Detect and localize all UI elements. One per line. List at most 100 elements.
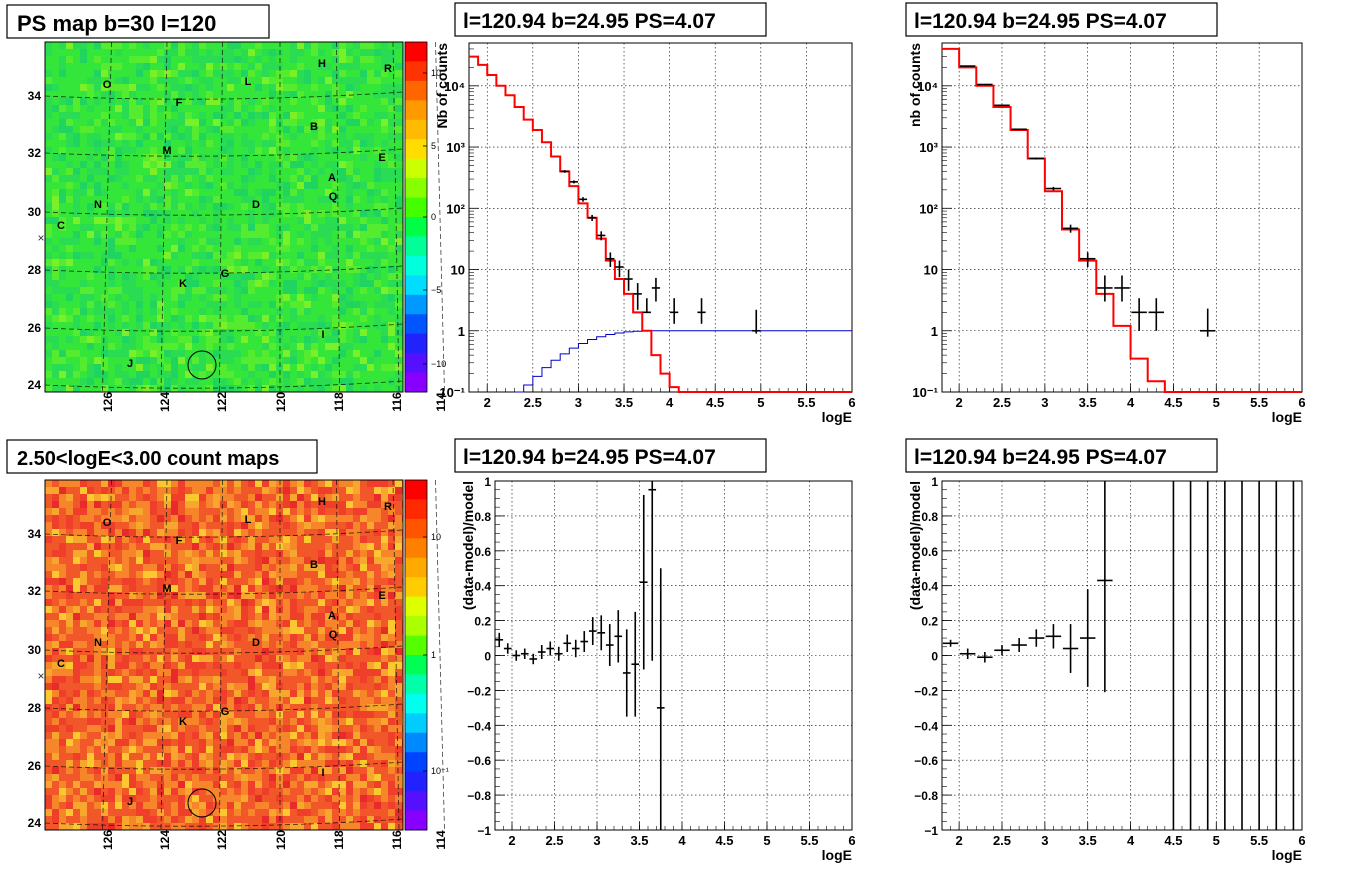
heatmap-cell xyxy=(178,91,185,98)
heatmap-cell xyxy=(325,203,332,210)
heatmap-cell xyxy=(374,648,381,655)
heatmap-cell xyxy=(381,196,388,203)
heatmap-cell xyxy=(374,161,381,168)
heatmap-cell xyxy=(325,620,332,627)
heatmap-cell xyxy=(304,49,311,56)
heatmap-cell xyxy=(283,252,290,259)
heatmap-cell xyxy=(297,364,304,371)
heatmap-cell xyxy=(276,147,283,154)
heatmap-cell xyxy=(360,119,367,126)
heatmap-cell xyxy=(367,196,374,203)
heatmap-cell xyxy=(220,49,227,56)
heatmap-cell xyxy=(143,648,150,655)
heatmap-cell xyxy=(227,203,234,210)
heatmap-cell xyxy=(143,494,150,501)
heatmap-cell xyxy=(143,760,150,767)
heatmap-cell xyxy=(213,168,220,175)
heatmap-cell xyxy=(304,585,311,592)
heatmap-cell xyxy=(192,655,199,662)
heatmap-cell xyxy=(304,105,311,112)
heatmap-cell xyxy=(234,203,241,210)
heatmap-cell xyxy=(290,217,297,224)
heatmap-cell xyxy=(332,508,339,515)
heatmap-cell xyxy=(143,259,150,266)
heatmap-cell xyxy=(339,578,346,585)
heatmap-cell xyxy=(276,620,283,627)
heatmap-cell xyxy=(59,599,66,606)
heatmap-cell xyxy=(234,231,241,238)
heatmap-cell xyxy=(192,683,199,690)
heatmap-cell xyxy=(269,669,276,676)
heatmap-cell xyxy=(360,585,367,592)
heatmap-cell xyxy=(80,683,87,690)
heatmap-cell xyxy=(115,515,122,522)
heatmap-cell xyxy=(227,273,234,280)
heatmap-cell xyxy=(381,529,388,536)
heatmap-cell xyxy=(80,210,87,217)
heatmap-cell xyxy=(346,189,353,196)
heatmap-cell xyxy=(185,487,192,494)
heatmap-cell xyxy=(227,725,234,732)
heatmap-cell xyxy=(367,385,374,392)
heatmap-cell xyxy=(311,322,318,329)
heatmap-cell xyxy=(115,385,122,392)
heatmap-cell xyxy=(227,627,234,634)
heatmap-cell xyxy=(136,529,143,536)
heatmap-cell xyxy=(66,182,73,189)
heatmap-cell xyxy=(388,343,395,350)
heatmap-cell xyxy=(206,238,213,245)
heatmap-cell xyxy=(332,238,339,245)
heatmap-cell xyxy=(304,494,311,501)
heatmap-cell xyxy=(290,182,297,189)
heatmap-cell xyxy=(353,718,360,725)
heatmap-cell xyxy=(346,697,353,704)
heatmap-cell xyxy=(122,70,129,77)
heatmap-cell xyxy=(45,329,52,336)
heatmap-cell xyxy=(129,308,136,315)
heatmap-cell xyxy=(227,641,234,648)
heatmap-cell xyxy=(185,294,192,301)
heatmap-cell xyxy=(381,767,388,774)
heatmap-cell xyxy=(332,126,339,133)
heatmap-cell xyxy=(66,343,73,350)
heatmap-cell xyxy=(52,753,59,760)
heatmap-cell xyxy=(171,550,178,557)
heatmap-cell xyxy=(311,704,318,711)
heatmap-cell xyxy=(227,357,234,364)
heatmap-cell xyxy=(59,105,66,112)
heatmap-cell xyxy=(374,196,381,203)
heatmap-cell xyxy=(332,84,339,91)
heatmap-cell xyxy=(297,697,304,704)
heatmap-cell xyxy=(304,599,311,606)
heatmap-cell xyxy=(283,585,290,592)
heatmap-cell xyxy=(192,280,199,287)
heatmap-cell xyxy=(45,322,52,329)
heatmap-cell xyxy=(304,550,311,557)
heatmap-cell xyxy=(332,245,339,252)
heatmap-cell xyxy=(45,683,52,690)
heatmap-cell xyxy=(360,536,367,543)
heatmap-cell xyxy=(45,557,52,564)
heatmap-cell xyxy=(248,154,255,161)
heatmap-cell xyxy=(157,49,164,56)
heatmap-cell xyxy=(80,641,87,648)
heatmap-cell xyxy=(346,606,353,613)
heatmap-cell xyxy=(269,378,276,385)
heatmap-cell xyxy=(59,522,66,529)
heatmap-cell xyxy=(381,49,388,56)
heatmap-cell xyxy=(220,301,227,308)
heatmap-cell xyxy=(381,599,388,606)
heatmap-cell xyxy=(115,98,122,105)
heatmap-cell xyxy=(185,77,192,84)
heatmap-cell xyxy=(325,571,332,578)
heatmap-cell xyxy=(381,669,388,676)
heatmap-cell xyxy=(59,564,66,571)
heatmap-cell xyxy=(59,189,66,196)
heatmap-cell xyxy=(150,189,157,196)
heatmap-cell xyxy=(185,725,192,732)
map-x-tick-label: 126 xyxy=(101,392,115,412)
heatmap-cell xyxy=(52,662,59,669)
heatmap-cell xyxy=(87,529,94,536)
heatmap-cell xyxy=(346,133,353,140)
heatmap-cell xyxy=(248,231,255,238)
